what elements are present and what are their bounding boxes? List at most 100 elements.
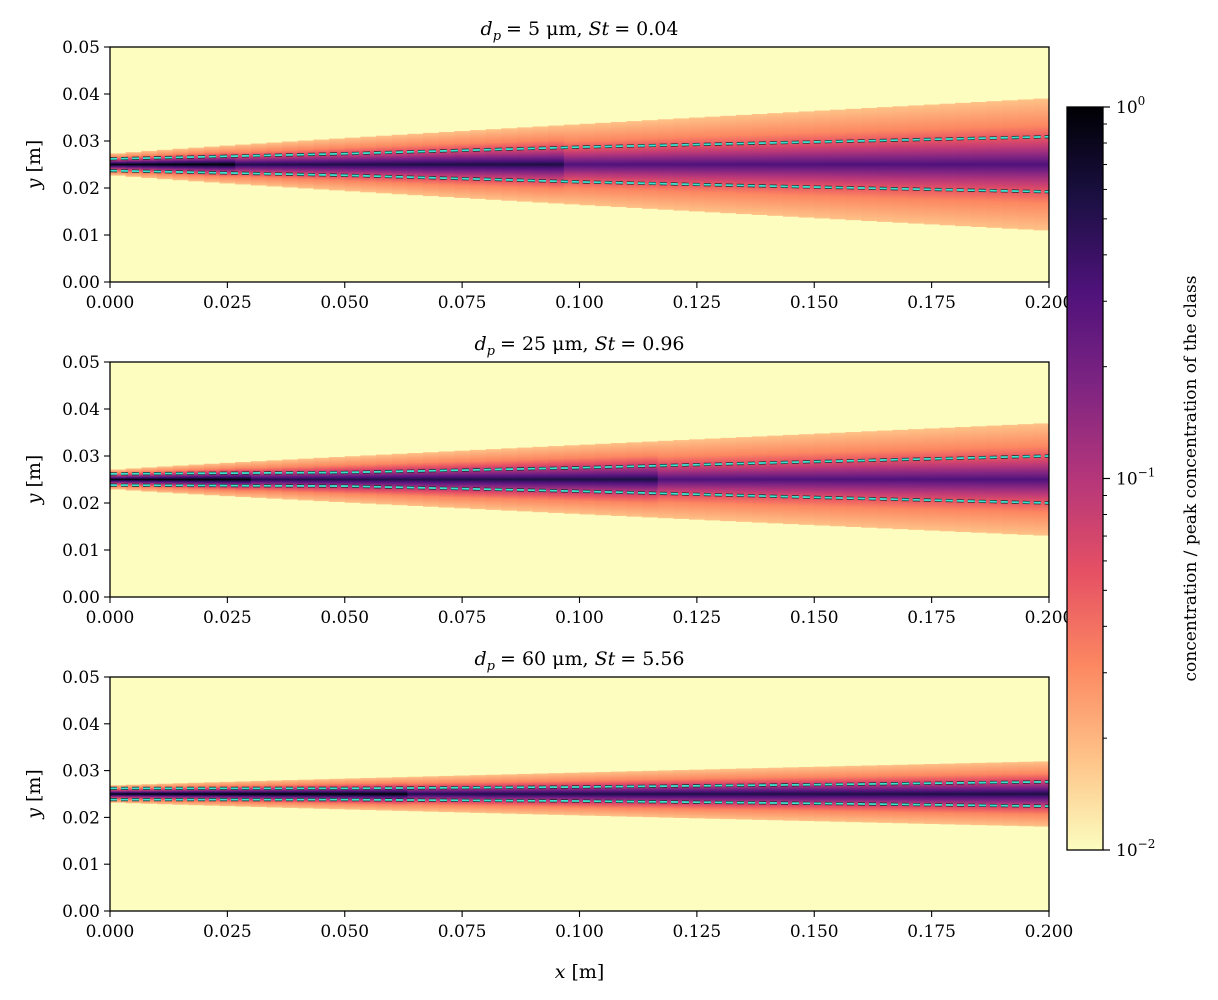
- heatmap-strip: [313, 139, 330, 190]
- heatmap-strip: [156, 466, 174, 493]
- heatmap-strip: [782, 112, 800, 217]
- heatmap-strip: [861, 431, 878, 528]
- dashed-lower-line: [110, 798, 1049, 808]
- heatmap-strip: [297, 779, 315, 809]
- heatmap-strip: [908, 764, 925, 824]
- heatmap-strip: [516, 773, 534, 815]
- heatmap-strip: [579, 444, 596, 515]
- heatmap-strip: [188, 464, 205, 495]
- heatmap-strip: [407, 453, 424, 506]
- y-tick-label: 0.01: [62, 855, 100, 875]
- heatmap-strip: [376, 135, 393, 194]
- heatmap-strip: [501, 774, 518, 814]
- heatmap-strip: [923, 104, 941, 225]
- heatmap-strip: [845, 765, 862, 823]
- x-tick-label: 0.175: [907, 608, 956, 628]
- heatmap-strip: [469, 449, 487, 510]
- heatmap-strip: [673, 118, 690, 211]
- heatmap-strip: [767, 767, 784, 821]
- x-axis-label-text: x [m]: [555, 961, 605, 983]
- heatmap-strip: [172, 465, 189, 494]
- x-tick-label: 0.000: [86, 922, 135, 942]
- heatmap-strip: [329, 138, 346, 191]
- x-tick-label: 0.025: [203, 608, 252, 628]
- x-tick-label: 0.050: [320, 922, 369, 942]
- heatmap-strip: [736, 114, 753, 215]
- heatmap-strip: [595, 771, 612, 817]
- heatmap-strip: [297, 140, 315, 189]
- y-axis-label: y[m]: [23, 769, 45, 820]
- panels: 0.000 0.025 0.050 0.075 0.100 0.125 0.150 0.175…: [23, 18, 1073, 942]
- heatmap-strip: [235, 462, 252, 497]
- x-tick-label: 0.000: [86, 608, 135, 628]
- heatmap-strip: [423, 776, 440, 812]
- heatmap-strip: [923, 428, 941, 531]
- panel-1: 0.000 0.025 0.050 0.075 0.100 0.125 0.150 0.175…: [23, 18, 1073, 313]
- x-tick-label: 0.150: [790, 922, 839, 942]
- heatmap-strip: [360, 777, 377, 811]
- heatmap-strip: [892, 106, 909, 223]
- heatmap-strip: [939, 763, 956, 825]
- x-axis-label: x [m]: [555, 961, 605, 983]
- heatmap-strip: [1017, 424, 1034, 535]
- heatmap-strip: [1033, 761, 1049, 827]
- y-tick-label: 0.04: [62, 85, 100, 105]
- x-tick-label: 0.175: [907, 293, 956, 313]
- heatmap-strip: [219, 462, 236, 497]
- heatmap-strip: [673, 770, 690, 818]
- colorbar: 100 10−1 10−2 concentration / peak concentr…: [1066, 94, 1201, 861]
- y-tick-label: 0.03: [62, 132, 100, 152]
- heatmap-strip: [548, 125, 565, 204]
- heatmap-strip: [376, 454, 393, 505]
- panel-title: dp = 5 μm, St = 0.04: [481, 18, 679, 44]
- heatmap-strip: [1033, 423, 1049, 536]
- y-tick-label: 0.00: [62, 902, 100, 922]
- heatmap-strip: [532, 773, 549, 815]
- heatmap-strip: [219, 781, 236, 807]
- heatmap-strip: [423, 452, 440, 507]
- heatmap-strip: [829, 432, 847, 527]
- colorbar-gradient: [1067, 107, 1103, 850]
- heatmap-strip: [876, 765, 894, 823]
- heatmap-strip: [297, 458, 315, 501]
- x-tick-label: 0.025: [203, 293, 252, 313]
- x-tick-label: 0.125: [673, 922, 722, 942]
- heatmap-strip: [626, 121, 643, 208]
- y-tick-label: 0.03: [62, 762, 100, 782]
- colorbar-tick-label: 100: [1116, 94, 1145, 118]
- heatmap-strip: [626, 442, 643, 517]
- x-tick-label: 0.150: [790, 293, 839, 313]
- panel-title: dp = 25 μm, St = 0.96: [474, 333, 684, 359]
- heatmap-strip: [516, 127, 534, 202]
- x-tick-label: 0.200: [1025, 608, 1074, 628]
- heatmap-strip: [782, 767, 800, 821]
- x-tick-label: 0.100: [555, 608, 604, 628]
- heatmap-strip: [955, 427, 972, 533]
- heatmap-strip: [1002, 424, 1019, 535]
- heatmap-strip: [563, 445, 581, 514]
- heatmap-strip: [125, 468, 142, 491]
- heatmap-strip: [360, 136, 377, 193]
- heatmap-strip: [689, 117, 706, 212]
- x-tick-label: 0.050: [320, 608, 369, 628]
- heatmap-strip: [970, 102, 987, 227]
- heatmap-strip: [1002, 762, 1019, 826]
- heatmap-strip: [657, 119, 674, 210]
- heatmap-strip: [235, 144, 252, 185]
- x-tick-label: 0.175: [907, 922, 956, 942]
- heatmap-strip: [548, 446, 565, 513]
- heatmap-strip: [219, 145, 236, 184]
- heatmap-strip: [344, 137, 361, 192]
- heatmap-strip: [986, 101, 1003, 228]
- heatmap-strip: [282, 141, 299, 188]
- heatmap-strip: [892, 429, 909, 530]
- heatmap-strip: [391, 453, 408, 506]
- heatmap-strip: [454, 775, 471, 813]
- panel-title: dp = 60 μm, St = 5.56: [474, 648, 684, 674]
- heatmap-strip: [423, 132, 440, 197]
- heatmap-strip: [595, 122, 612, 207]
- heatmap-strip: [798, 434, 815, 525]
- heatmap-strip: [501, 448, 518, 511]
- heatmap-strip: [313, 779, 330, 809]
- heatmap-strip: [626, 771, 643, 817]
